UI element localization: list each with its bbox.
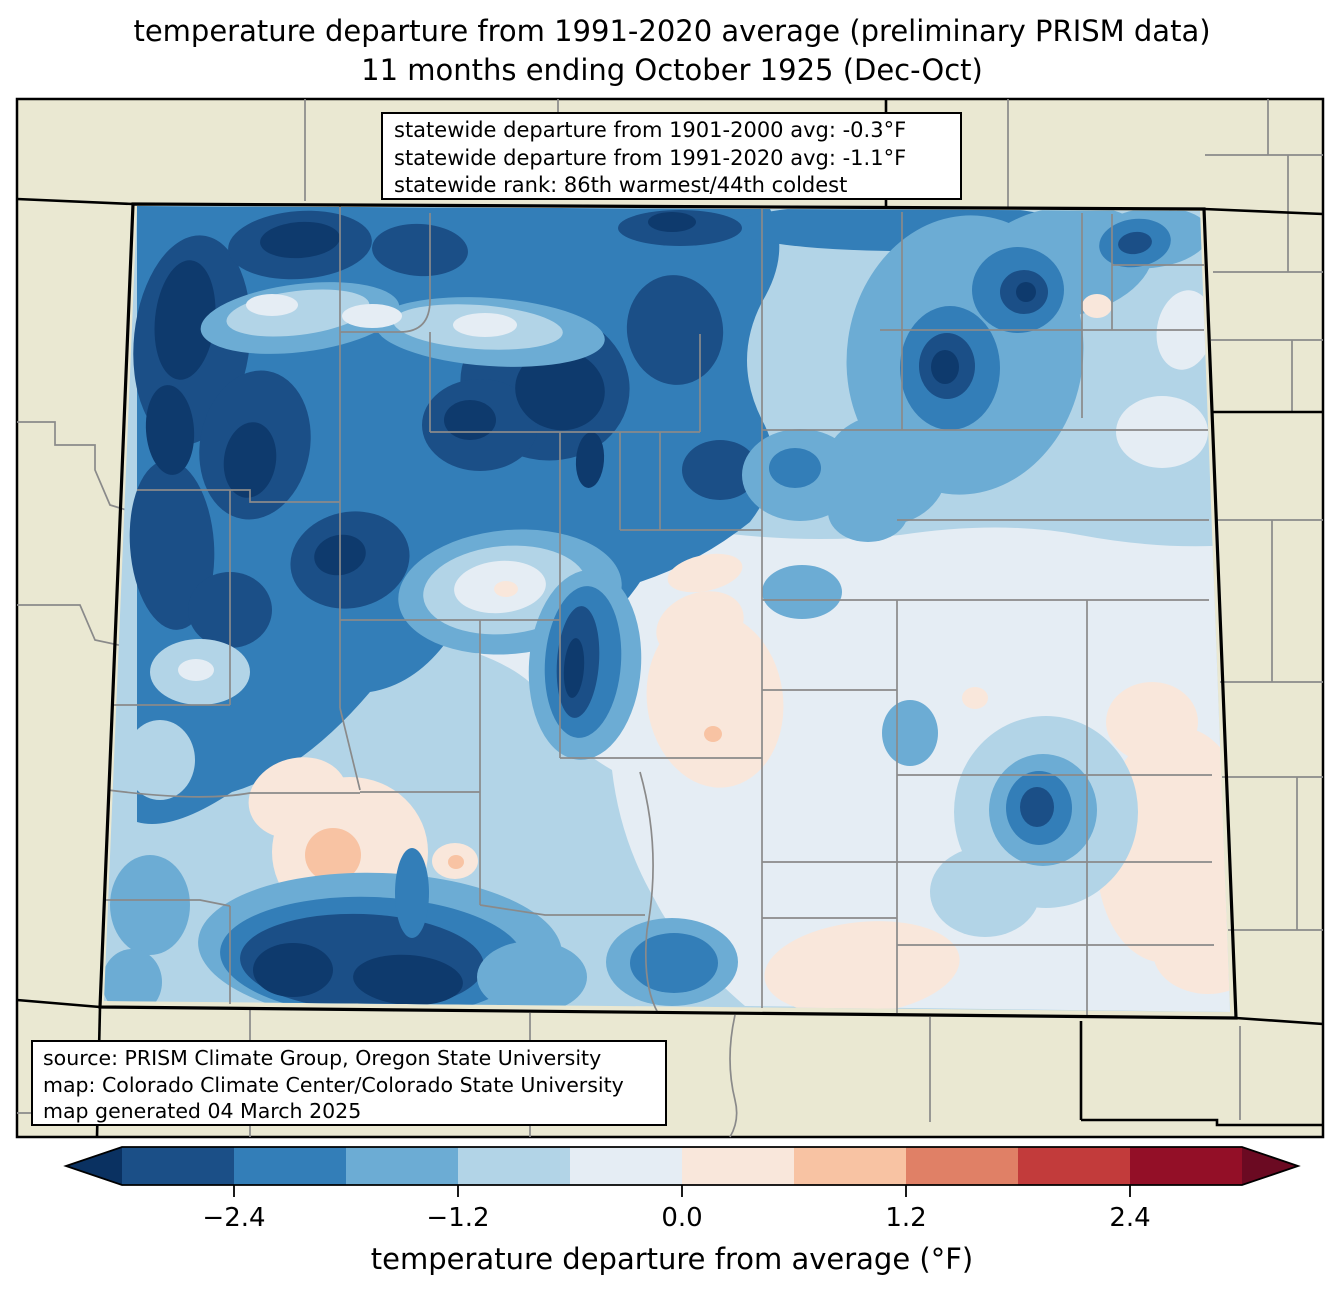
colorbar — [63, 1146, 1301, 1197]
map-credit-line: map: Colorado Climate Center/Colorado St… — [43, 1072, 624, 1097]
colorbar-tick-1p2: 1.2 — [885, 1203, 927, 1233]
colorado-state-border — [98, 202, 1238, 1020]
colorbar-tick-zero: 0.0 — [661, 1203, 703, 1233]
colorbar-segments — [122, 1147, 1242, 1185]
figure-title-line1: temperature departure from 1991-2020 ave… — [133, 14, 1211, 48]
stats-line-1991-2020: statewide departure from 1991-2020 avg: … — [394, 145, 907, 170]
colorbar-over-arrow — [1242, 1147, 1298, 1185]
stats-line-rank: statewide rank: 86th warmest/44th coldes… — [394, 173, 848, 197]
source-line: source: PRISM Climate Group, Oregon Stat… — [43, 1046, 602, 1070]
figure-title-line2: 11 months ending October 1925 (Dec-Oct) — [361, 53, 983, 87]
source-credit-box: source: PRISM Climate Group, Oregon Stat… — [31, 1040, 667, 1126]
colorbar-tick-marks — [233, 1185, 1131, 1197]
colorbar-under-arrow — [66, 1147, 122, 1185]
generated-date-line: map generated 04 March 2025 — [43, 1099, 362, 1123]
statewide-stats-box: statewide departure from 1901-2000 avg: … — [381, 112, 962, 200]
stats-line-1901-2000: statewide departure from 1901-2000 avg: … — [394, 118, 907, 142]
colorbar-tick-neg1p2: −1.2 — [426, 1203, 490, 1233]
colorbar-tick-neg2p4: −2.4 — [202, 1203, 266, 1233]
colorado-county-lines — [104, 206, 1214, 1016]
temperature-contours — [104, 206, 1230, 1012]
colorbar-axis-label: temperature departure from average (°F) — [370, 1242, 974, 1276]
colorbar-tick-2p4: 2.4 — [1109, 1203, 1151, 1233]
